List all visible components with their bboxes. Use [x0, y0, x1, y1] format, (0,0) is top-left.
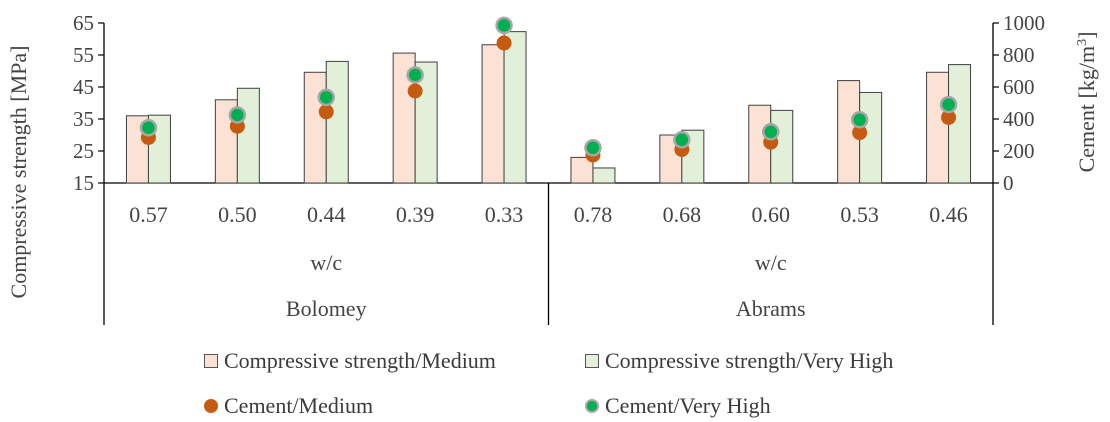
- y2-axis-label-sup: 3: [1075, 39, 1090, 46]
- marker-point: [939, 95, 958, 114]
- marker-point: [850, 111, 869, 129]
- marker-point: [495, 16, 513, 35]
- legend-label-very-high-bar: Compressive strength/Very High: [605, 348, 894, 373]
- legend-swatch-medium-bar: [204, 354, 218, 368]
- legend-label-medium-bar: Compressive strength/Medium: [224, 348, 496, 373]
- x-tick-label: 0.44: [307, 202, 346, 227]
- x-axis-label: w/c: [755, 250, 787, 275]
- marker-point: [496, 35, 512, 51]
- y-axis-label: Compressive strength [MPa]: [6, 46, 31, 299]
- bar: [926, 71, 950, 184]
- y-tick-label: 55: [73, 43, 94, 67]
- marker-point: [852, 125, 868, 141]
- y-tick-label: 65: [73, 11, 94, 35]
- marker-point: [407, 83, 423, 99]
- legend-item-very-high-bar: Compressive strength/Very High: [585, 348, 893, 374]
- x-tick-label: 0.33: [485, 202, 524, 227]
- x-tick-label: 0.46: [929, 202, 968, 227]
- legend-label-very-high-marker: Cement/Very High: [605, 393, 771, 418]
- marker-point: [228, 106, 247, 124]
- tick-labels: 15 25 35 45 55 65 0 200 400 600 800 1000 0.57 0.50 0.4…: [73, 11, 1045, 321]
- y2-tick-label: 800: [1003, 43, 1035, 67]
- marker-point: [318, 104, 334, 120]
- markers: [139, 16, 958, 163]
- y2-axis-label: Cement [kg/m3]: [1074, 32, 1099, 173]
- marker-point: [941, 109, 957, 125]
- marker-point: [762, 123, 780, 141]
- marker-point: [406, 66, 424, 84]
- chart: 15 25 35 45 55 65 0 200 400 600 800 1000 0.57 0.50 0.4…: [6, 11, 1099, 325]
- legend-swatch-very-high-bar: [585, 354, 599, 368]
- y2-tick-label: 200: [1003, 139, 1035, 163]
- x-axis-label: w/c: [310, 250, 342, 275]
- x-tick-label: 0.50: [218, 202, 257, 227]
- x-tick-label: 0.60: [752, 202, 791, 227]
- x-tick-label: 0.68: [663, 202, 702, 227]
- y2-axis-label-end: ]: [1074, 32, 1099, 39]
- bar: [236, 87, 260, 184]
- y2-tick-label: 600: [1003, 75, 1035, 99]
- marker-point: [673, 131, 691, 149]
- bar: [303, 71, 327, 184]
- x-tick-label: 0.57: [129, 202, 168, 227]
- legend-item-medium-bar: Compressive strength/Medium: [204, 348, 496, 374]
- legend-swatch-medium-marker: [204, 399, 218, 413]
- y2-axis-label-base: Cement [kg/m: [1074, 46, 1099, 172]
- bar: [325, 60, 349, 184]
- x-tick-label: 0.39: [396, 202, 435, 227]
- marker-point: [584, 139, 602, 157]
- group-label: Abrams: [736, 296, 806, 321]
- bars: [125, 31, 972, 184]
- legend-label-medium-marker: Cement/Medium: [224, 393, 374, 418]
- legend: Compressive strength/Medium Compressive …: [0, 330, 1110, 420]
- y-tick-label: 45: [73, 75, 94, 99]
- marker-point: [317, 88, 335, 107]
- bar: [503, 31, 527, 184]
- x-tick-label: 0.78: [574, 202, 613, 227]
- bar: [592, 167, 616, 184]
- y2-tick-label: 400: [1003, 107, 1035, 131]
- legend-item-medium-marker: Cement/Medium: [204, 393, 373, 419]
- legend-swatch-very-high-marker: [585, 399, 599, 413]
- y-tick-label: 15: [73, 171, 94, 195]
- marker-point: [139, 119, 158, 137]
- y2-tick-label: 0: [1003, 171, 1014, 195]
- y-tick-label: 35: [73, 107, 94, 131]
- bar: [481, 44, 505, 184]
- group-label: Bolomey: [286, 296, 367, 321]
- x-tick-label: 0.53: [840, 202, 879, 227]
- y2-tick-label: 1000: [1003, 11, 1045, 35]
- legend-item-very-high-marker: Cement/Very High: [585, 393, 771, 419]
- y-tick-label: 25: [73, 139, 94, 163]
